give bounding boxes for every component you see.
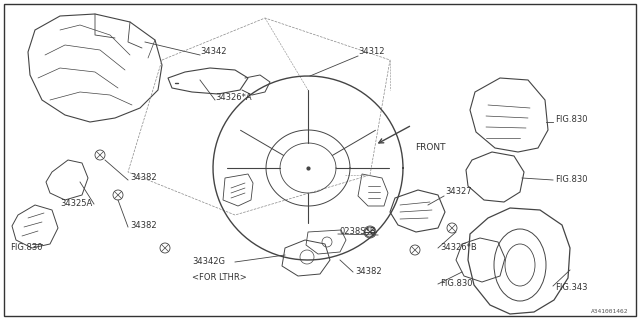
Text: 34312: 34312	[358, 47, 385, 57]
Text: 34382: 34382	[130, 220, 157, 229]
Text: FIG.830: FIG.830	[10, 244, 42, 252]
Text: 34382: 34382	[355, 268, 381, 276]
Text: 34326*A: 34326*A	[215, 93, 252, 102]
Text: 34326*B: 34326*B	[440, 244, 477, 252]
Text: FIG.343: FIG.343	[555, 284, 588, 292]
Text: FIG.830: FIG.830	[555, 175, 588, 185]
Text: FIG.830: FIG.830	[555, 116, 588, 124]
Text: 34382: 34382	[130, 173, 157, 182]
Text: 34325A: 34325A	[60, 199, 92, 209]
Text: FRONT: FRONT	[415, 143, 445, 153]
Text: 34327: 34327	[445, 188, 472, 196]
Text: 34342G: 34342G	[192, 258, 225, 267]
Text: 0238S*B: 0238S*B	[340, 228, 376, 236]
Text: A341001462: A341001462	[591, 309, 628, 314]
Text: 34342: 34342	[200, 47, 227, 57]
Text: <FOR LTHR>: <FOR LTHR>	[192, 274, 247, 283]
Text: FIG.830: FIG.830	[440, 279, 472, 289]
